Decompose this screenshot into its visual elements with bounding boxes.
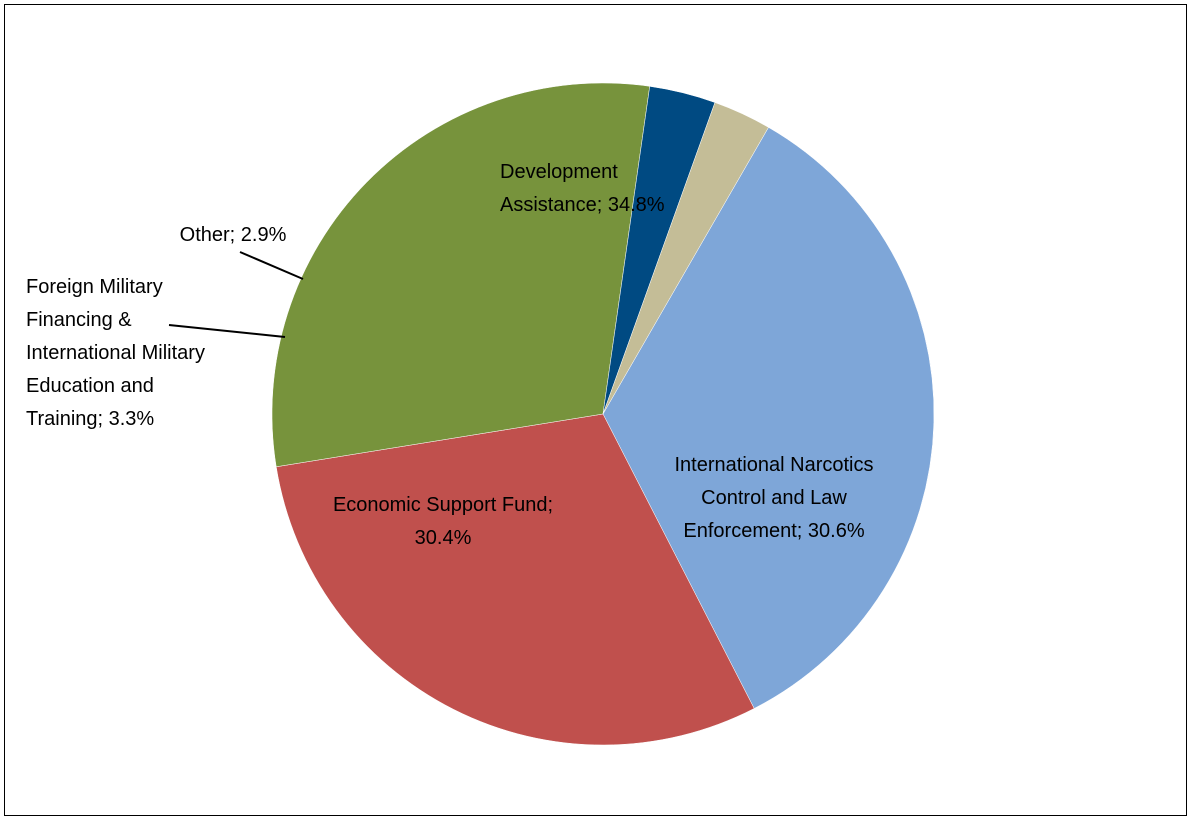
leader-line-foreign-military-financing-international-military-education-and-training (168, 324, 286, 338)
slice-label-line: Other; 2.9% (180, 224, 287, 246)
pie-slice-economic-support-fund (271, 82, 651, 468)
slice-label-line: Financing & (26, 309, 132, 331)
slice-label-line: International Military (26, 342, 205, 364)
slice-label-line: 30.4% (415, 527, 472, 549)
pie-slices (271, 82, 935, 746)
slice-label-line: International Narcotics (675, 454, 874, 476)
slice-label-foreign-military-financing-international-military-education-and-training: Foreign Military Financing & International… (26, 276, 205, 430)
pie-slice-development-assistance (602, 127, 935, 709)
slice-label-economic-support-fund: Economic Support Fund; 30.4% (333, 494, 553, 549)
slice-label-line: Foreign Military (26, 276, 163, 298)
slice-label-line: Enforcement; 30.6% (683, 520, 864, 542)
slice-label-line: Assistance; 34.8% (500, 194, 665, 216)
slice-label-line: Control and Law (701, 487, 847, 509)
slice-label-other: Other; 2.9% (180, 224, 287, 246)
slice-label-international-narcotics-control-and-law-enforcement: International Narcotics Control and Law En… (675, 454, 874, 542)
slice-label-line: Development (500, 161, 618, 183)
slice-label-line: Education and (26, 375, 154, 397)
leader-lines (168, 251, 304, 338)
leader-line-other (239, 251, 304, 280)
slice-label-line: Training; 3.3% (26, 408, 154, 430)
slice-labels: Development Assistance; 34.8% Internationa… (26, 161, 873, 549)
slice-label-development-assistance: Development Assistance; 34.8% (500, 161, 665, 216)
slice-label-line: Economic Support Fund; (333, 494, 553, 516)
pie-slice-other (602, 102, 769, 415)
pie-slice-international-narcotics-control-and-law-enforcement (275, 413, 755, 746)
